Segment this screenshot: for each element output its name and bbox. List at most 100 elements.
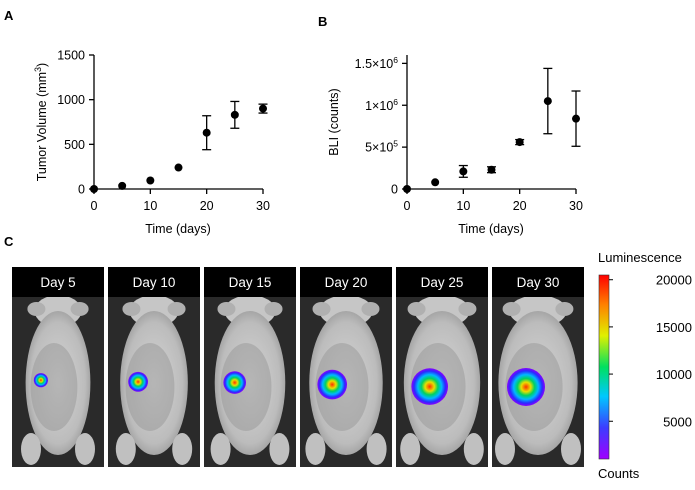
y-tick-label: 1.5×106 [355,55,399,71]
data-point [259,104,267,113]
y-tick-label: 0 [78,183,85,197]
colorbar-tick-label: 10000 [656,367,692,382]
luminescence-signal [411,368,449,405]
colorbar-gradient [598,274,610,460]
mouse-leg [75,433,95,465]
mouse-ear [70,302,89,316]
luminescence-signal [317,369,348,400]
mouse-panel: Day 5 [12,267,104,467]
mouse-ear [217,302,236,316]
day-header [492,267,584,297]
mouse-ear [122,302,141,316]
x-tick-label: 0 [404,199,411,213]
x-tick-label: 30 [569,199,583,213]
mouse-ear [502,302,521,316]
data-point [543,97,552,106]
day-header [12,267,104,297]
luminescence-signal [128,371,149,392]
x-tick-label: 0 [91,199,98,213]
x-tick-label: 10 [456,199,470,213]
mouse-panel: Day 30 [492,267,584,467]
mouse-ear [167,302,186,316]
colorbar-title: Luminescence [598,250,682,265]
luminescence-signal [33,373,49,388]
mouse-ear [407,302,426,316]
mouse-leg [210,433,231,465]
day-header [396,267,488,297]
mouse-leg [561,433,581,465]
colorbar-unit: Counts [598,466,640,481]
data-point [146,176,155,185]
mouse-panel: Day 10 [108,267,200,467]
shaved-area [220,343,272,431]
x-tick-label: 10 [143,199,157,213]
data-point [431,178,440,187]
mouse-leg [269,433,290,465]
panel-label-a: A [4,8,14,23]
data-point [230,110,239,119]
panel-label-b: B [318,14,327,29]
mouse-leg [21,433,41,465]
data-point [90,185,98,193]
mouse-ear [27,302,46,316]
mouse-ear [555,302,574,316]
x-tick-label: 20 [513,199,527,213]
day-label: Day 15 [229,275,272,290]
y-axis-title: BLI (counts) [327,88,341,155]
x-axis-title: Time (days) [458,222,524,236]
mouse-leg [495,433,515,465]
data-point [515,138,524,147]
mouse-panel: Day 15 [204,267,296,467]
mouse-panel: Day 20 [300,267,392,467]
colorbar-tick-label: 5000 [663,414,692,429]
y-tick-label: 1500 [57,49,85,63]
data-point [202,128,211,137]
x-axis-title: Time (days) [145,222,211,236]
y-axis-title: Tumor Volume (mm3) [33,63,49,181]
y-tick-label: 1000 [57,93,85,107]
day-label: Day 20 [325,275,368,290]
mouse-ear [264,302,283,316]
data-point [118,181,127,190]
colorbar-tick-label: 15000 [656,320,692,335]
mouse-ear [312,302,331,316]
data-point [572,114,580,123]
mouse-leg [366,433,387,465]
mouse-leg [172,433,193,465]
day-header [108,267,200,297]
x-tick-label: 30 [256,199,270,213]
day-label: Day 25 [421,275,464,290]
day-header [300,267,392,297]
luminescence-colorbar: Luminescence 20000 15000 10000 5000 Counts [598,250,692,481]
shaved-area [125,343,175,431]
y-tick-label: 500 [64,138,85,152]
day-label: Day 30 [517,275,560,290]
bioluminescence-image-strip: Day 5 Day 10 Day 15 Day 20 Day 25 Day 30 [12,267,584,467]
panel-label-c: C [4,234,14,249]
luminescence-signal [507,368,545,406]
day-label: Day 5 [40,275,75,290]
mouse-leg [400,433,421,465]
y-tick-label: 1×106 [365,97,398,113]
data-point [174,163,183,172]
data-point [459,167,468,176]
colorbar-tick-label: 20000 [656,273,692,288]
day-label: Day 10 [133,275,176,290]
day-header [204,267,296,297]
x-tick-label: 20 [200,199,214,213]
tumor-volume-chart: 0 500 1000 1500 0 10 20 30 Time (days) Tumor V… [33,49,270,237]
mouse-leg [305,433,326,465]
data-point [487,165,496,174]
data-point [403,185,411,193]
mouse-ear [361,302,380,316]
y-tick-label: 5×105 [365,139,398,155]
shaved-area [30,343,78,431]
luminescence-signal [223,371,246,394]
y-tick-label: 0 [391,183,398,197]
mouse-leg [463,433,484,465]
mouse-ear [458,302,477,316]
mouse-panel: Day 25 [396,267,488,467]
bli-chart: 0 5×105 1×106 1.5×106 0 10 20 30 Time (days) B… [327,55,583,236]
mouse-leg [115,433,136,465]
